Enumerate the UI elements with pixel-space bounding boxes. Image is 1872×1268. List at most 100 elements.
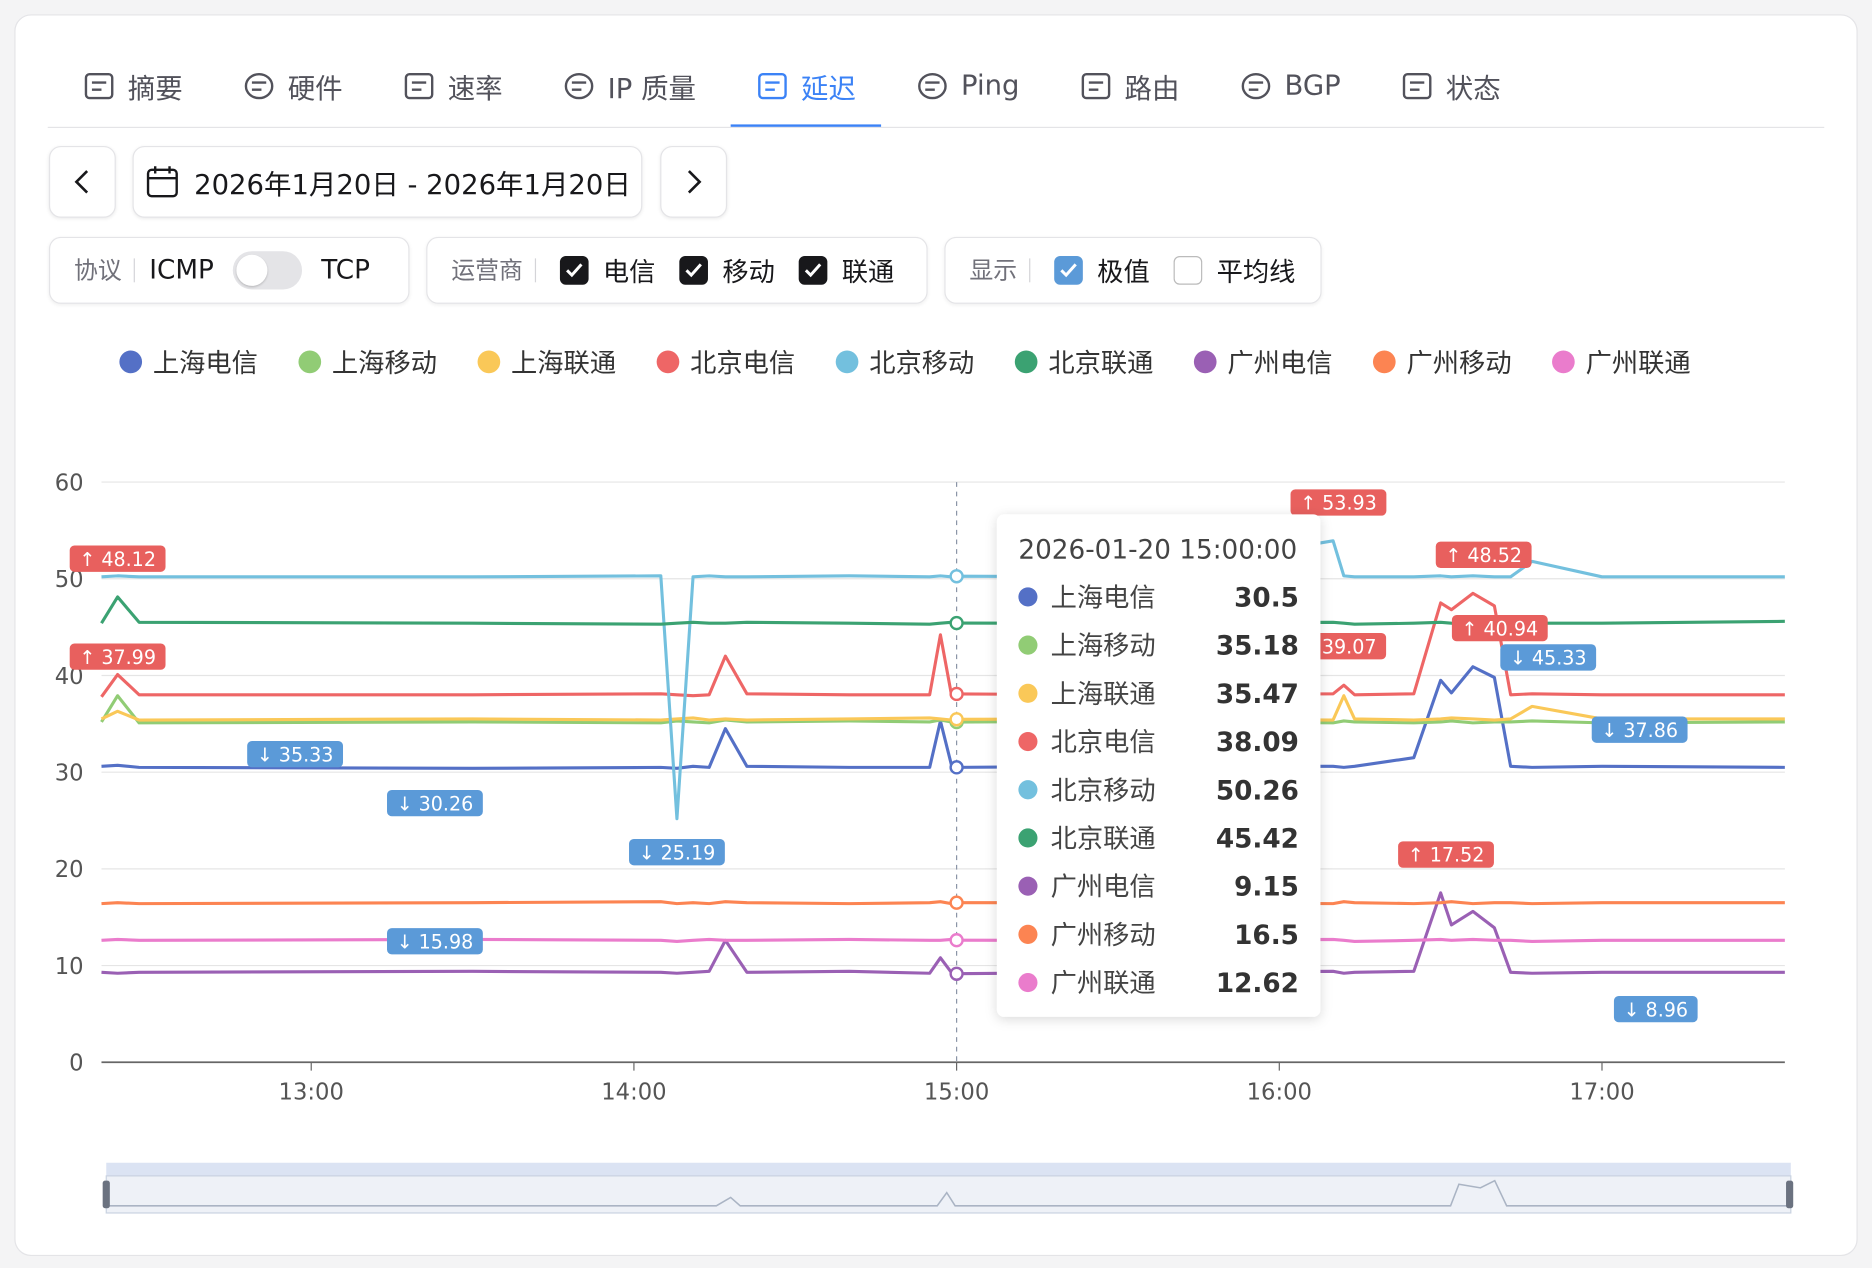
extreme-text: ↑ 40.94: [1461, 617, 1538, 640]
tab[interactable]: BGP: [1205, 60, 1366, 113]
tooltip-dot: [1018, 731, 1038, 752]
extreme-pill: [1398, 841, 1494, 868]
tab-icon: [758, 72, 787, 100]
tab[interactable]: IP 质量: [528, 60, 721, 113]
tooltip-value: 45.42: [1216, 825, 1299, 855]
extreme-label: ↑ 53.93: [1290, 489, 1387, 516]
tab[interactable]: 延迟: [721, 60, 882, 127]
tab[interactable]: 硬件: [208, 60, 368, 113]
tab[interactable]: 路由: [1045, 60, 1205, 113]
tooltip-dot: [1018, 828, 1038, 848]
legend-item[interactable]: 广州移动: [1373, 342, 1512, 380]
hover-point: [949, 615, 964, 631]
group-label: 运营商: [451, 258, 537, 283]
prev-button[interactable]: [48, 145, 116, 218]
extreme-text: ↓ 37.86: [1601, 719, 1678, 742]
tab-label: 路由: [1124, 74, 1180, 106]
tab-icon: [1402, 72, 1432, 100]
legend-dot: [1552, 349, 1575, 373]
tab-label: 摘要: [127, 74, 183, 106]
icon-shape: [918, 72, 947, 100]
tab-icon: [564, 72, 594, 100]
tab[interactable]: 速率: [368, 60, 528, 113]
hover-point: [949, 933, 964, 948]
legend-dot: [1373, 349, 1396, 373]
icon-shape: [404, 72, 434, 100]
legend-item[interactable]: 上海联通: [477, 342, 616, 380]
legend-dot: [119, 349, 143, 373]
legend-label: 北京联通: [1048, 349, 1154, 380]
legend-item[interactable]: 北京联通: [1014, 342, 1154, 380]
checkbox[interactable]: [679, 255, 708, 285]
tab-bar: 摘要 硬件 速率 IP 质量 延迟 Ping 路由 BGP 状态: [47, 60, 1825, 128]
extreme-pill: [387, 789, 483, 817]
tooltip-value: 35.47: [1216, 680, 1299, 710]
series-line: [101, 900, 1785, 906]
option-label[interactable]: 极值: [1097, 258, 1150, 289]
option-label[interactable]: 联通: [841, 258, 895, 289]
display-group: 显示 极值 平均线: [944, 236, 1322, 304]
legend-label: 广州电信: [1227, 349, 1333, 380]
option-label[interactable]: 电信: [602, 258, 656, 289]
checkbox[interactable]: [1173, 255, 1203, 285]
tab-icon: [244, 72, 274, 100]
legend-item[interactable]: 广州电信: [1193, 342, 1333, 380]
protocol-group: 协议 ICMP TCP: [48, 236, 410, 304]
tooltip-title: 2026-01-20 15:00:00: [1018, 536, 1297, 566]
checkbox[interactable]: [559, 255, 589, 285]
tab[interactable]: 摘要: [48, 60, 208, 113]
tooltip-dot: [1018, 973, 1038, 993]
date-picker[interactable]: 2026年1月20日 - 2026年1月20日: [132, 145, 643, 218]
group-label: 协议: [74, 258, 135, 283]
hover-point: [949, 712, 964, 727]
extreme-label: ↓ 37.86: [1591, 716, 1688, 743]
card: [14, 14, 1858, 1257]
extreme-text: ↓ 35.33: [257, 743, 334, 766]
tooltip-dot: [1018, 635, 1038, 655]
tab[interactable]: 状态: [1366, 60, 1526, 113]
slider-handle[interactable]: [102, 1180, 110, 1209]
tooltip-dot: [1018, 683, 1038, 703]
extreme-pill: [1312, 633, 1387, 660]
legend-dot: [656, 349, 680, 373]
checkbox[interactable]: [1054, 255, 1083, 285]
slider-handle[interactable]: [1786, 1180, 1794, 1209]
legend-item[interactable]: 北京移动: [835, 342, 974, 380]
option[interactable]: ICMP: [149, 255, 214, 286]
legend-item[interactable]: 北京电信: [656, 342, 795, 380]
extreme-label: 39.07: [1312, 633, 1387, 660]
legend-item[interactable]: 广州联通: [1552, 342, 1691, 380]
legend-item[interactable]: 上海电信: [119, 342, 258, 380]
tab-label: 延迟: [801, 74, 856, 106]
y-tick-label: 60: [55, 470, 84, 496]
tab[interactable]: Ping: [881, 60, 1044, 113]
y-tick-label: 10: [55, 954, 84, 980]
next-button[interactable]: [660, 145, 728, 218]
option[interactable]: TCP: [321, 255, 370, 286]
legend-item[interactable]: 上海移动: [298, 342, 437, 380]
zoom-slider[interactable]: [102, 1162, 1794, 1214]
option-label[interactable]: 移动: [722, 258, 775, 289]
hover-point: [949, 966, 964, 981]
tooltip-name: 广州电信: [1051, 873, 1156, 903]
extreme-text: ↑ 17.52: [1408, 844, 1485, 867]
extreme-pill: [69, 643, 166, 670]
legend: 上海电信 上海移动 上海联通 北京电信 北京移动 北京联通 广州电信 广州移动 广州联通: [119, 342, 1691, 380]
icon-shape: [251, 81, 267, 91]
tab-icon: [1081, 72, 1111, 100]
legend-label: 上海移动: [331, 349, 437, 380]
tab-icon: [918, 72, 947, 100]
extreme-text: ↓ 30.26: [397, 792, 474, 815]
toggle[interactable]: [232, 251, 303, 290]
icon-shape: [758, 72, 787, 100]
hover-point: [949, 569, 964, 584]
tab-label: 硬件: [287, 74, 343, 106]
extreme-pill: [1500, 644, 1597, 671]
series-line: [101, 665, 1785, 770]
checkbox[interactable]: [798, 255, 828, 285]
extreme-text: ↓ 8.96: [1623, 998, 1688, 1021]
extreme-label: ↓ 30.26: [387, 789, 483, 817]
tooltip-value: 50.26: [1216, 776, 1299, 806]
option-label[interactable]: 平均线: [1216, 258, 1296, 289]
icon-shape: [1248, 81, 1264, 91]
